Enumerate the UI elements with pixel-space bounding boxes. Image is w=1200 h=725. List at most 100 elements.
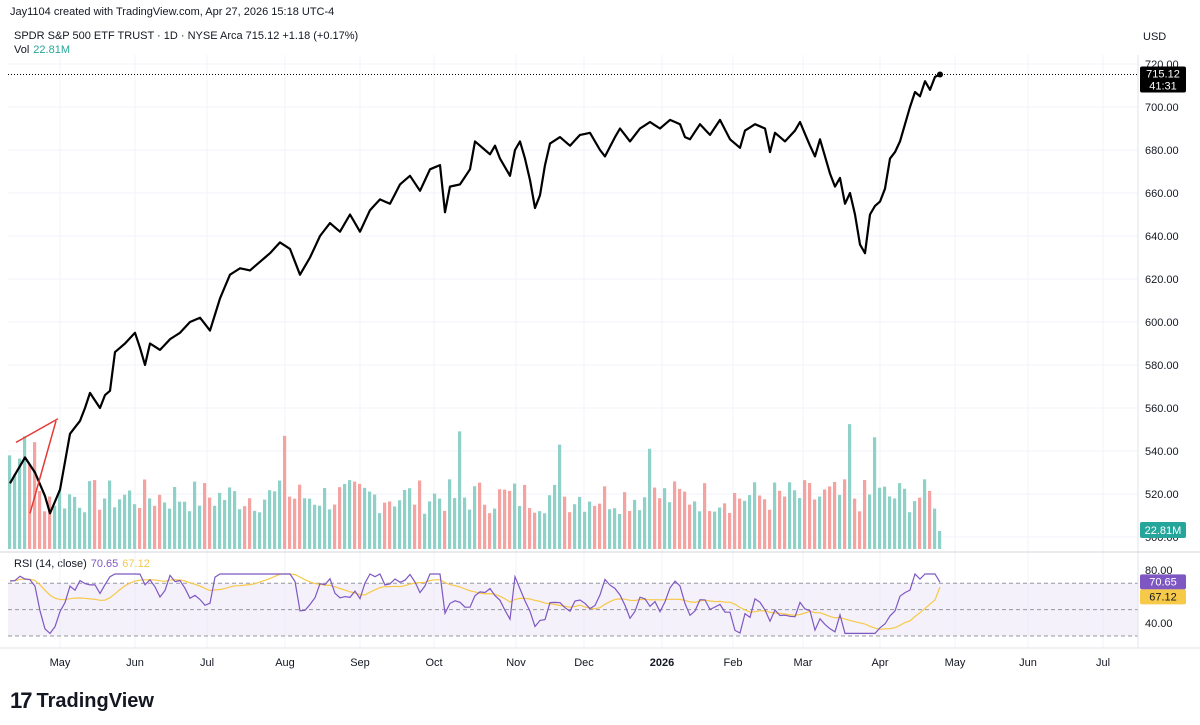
volume-bar: [673, 481, 677, 549]
volume-bar: [888, 496, 892, 549]
volume-bar: [873, 437, 877, 549]
rsi-ma-value: 67.12: [122, 558, 150, 570]
volume-bar: [858, 511, 862, 549]
volume-bar: [613, 508, 617, 549]
volume-bar: [293, 498, 297, 549]
volume-bar: [208, 497, 212, 549]
y-tick-label: 560.00: [1145, 403, 1179, 415]
volume-bar: [468, 509, 472, 549]
volume-bar: [538, 511, 542, 549]
volume-bar: [43, 511, 47, 549]
volume-bar: [123, 494, 127, 549]
x-tick-label: Apr: [871, 657, 888, 669]
symbol-title[interactable]: SPDR S&P 500 ETF TRUST · 1D · NYSE Arca …: [14, 30, 359, 42]
volume-bar: [8, 455, 12, 549]
volume-bar: [303, 498, 307, 549]
volume-bar: [393, 506, 397, 549]
volume-bar: [513, 483, 517, 549]
volume-bar: [708, 511, 712, 549]
volume-bar: [18, 458, 22, 549]
y-tick-label: 600.00: [1145, 317, 1179, 329]
volume-bar: [478, 482, 482, 549]
volume-bar: [93, 480, 97, 549]
volume-bar: [648, 448, 652, 549]
grid: [8, 55, 1138, 648]
rsi-ma-badge-value: 67.12: [1149, 591, 1177, 603]
volume-bar: [763, 499, 767, 549]
tradingview-logo[interactable]: 17 TradingView: [10, 688, 154, 714]
rsi-line: [9, 572, 941, 635]
x-tick-label: Mar: [794, 657, 813, 669]
volume-bar: [733, 492, 737, 549]
volume-bar: [53, 505, 57, 549]
volume-bar: [788, 482, 792, 549]
volume-bar: [168, 508, 172, 549]
volume-bar: [298, 484, 302, 549]
y-tick-label: 700.00: [1145, 102, 1179, 114]
volume-bar: [903, 488, 907, 549]
volume-bar: [893, 498, 897, 549]
x-tick-label: May: [945, 657, 966, 669]
volume-bar: [38, 490, 42, 549]
volume-bar: [408, 488, 412, 549]
volume-bar: [723, 503, 727, 549]
volume-bar: [578, 496, 582, 549]
volume-bar: [153, 505, 157, 549]
volume-bar: [483, 504, 487, 549]
volume-bar: [218, 492, 222, 549]
volume-bar: [328, 509, 332, 549]
volume-bar: [883, 486, 887, 549]
rsi-legend[interactable]: RSI (14, close) 70.65 67.12: [14, 558, 150, 570]
volume-legend[interactable]: Vol 22.81M: [14, 44, 70, 56]
volume-bar: [458, 431, 462, 549]
x-tick-label: Jul: [1096, 657, 1110, 669]
x-tick-label: May: [50, 657, 71, 669]
attribution-text: Jay1104 created with TradingView.com, Ap…: [10, 6, 335, 18]
volume-bar: [338, 487, 342, 549]
volume-bar: [548, 495, 552, 549]
volume-bar: [868, 494, 872, 549]
volume-bar: [813, 499, 817, 549]
volume-bar: [233, 491, 237, 549]
trend-line-upper: [15, 418, 59, 444]
volume-bar: [68, 494, 72, 549]
volume-bar: [838, 494, 842, 549]
volume-bar: [268, 490, 272, 549]
volume-bar: [333, 504, 337, 549]
price-chart[interactable]: 720.00700.00680.00660.00640.00620.00600.…: [0, 0, 1200, 680]
volume-bar: [243, 506, 247, 549]
volume-bar: [103, 498, 107, 549]
volume-bar: [498, 489, 502, 549]
x-tick-label: Dec: [574, 657, 594, 669]
volume-bar: [518, 505, 522, 549]
y-tick-label: 580.00: [1145, 360, 1179, 372]
volume-bar: [323, 487, 327, 549]
volume-bar: [318, 505, 322, 549]
volume-bar: [528, 508, 532, 549]
volume-bar: [373, 494, 377, 549]
volume-bar: [823, 489, 827, 549]
currency-label[interactable]: USD: [1143, 31, 1167, 43]
volume-bar: [463, 497, 467, 549]
volume-bar: [358, 483, 362, 549]
volume-bar: [743, 500, 747, 549]
price-line-group: [8, 71, 1138, 515]
y-tick-label: 640.00: [1145, 231, 1179, 243]
volume-bar: [768, 509, 772, 549]
volume-bar: [488, 513, 492, 549]
volume-bar: [148, 498, 152, 549]
x-tick-label: Nov: [506, 657, 526, 669]
volume-bar: [588, 501, 592, 549]
volume-bar: [193, 481, 197, 549]
volume-bar: [273, 491, 277, 549]
volume-bar: [818, 496, 822, 549]
x-tick-label: Jul: [200, 657, 214, 669]
volume-bar: [853, 498, 857, 549]
volume-bar: [778, 490, 782, 549]
volume-bar: [188, 511, 192, 549]
volume-bar: [418, 480, 422, 549]
volume-bar: [203, 483, 207, 549]
rsi-tick-label: 40.00: [1145, 618, 1173, 630]
volume-bar: [448, 479, 452, 549]
